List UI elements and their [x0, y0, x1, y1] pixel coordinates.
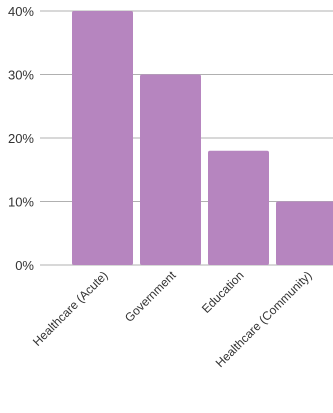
x-tick-label: Government	[122, 268, 179, 325]
y-tick-label: 40%	[8, 4, 34, 19]
y-tick-label: 30%	[8, 68, 34, 83]
y-tick-label: 0%	[15, 258, 34, 273]
x-tick-label: Healthcare (Acute)	[30, 268, 111, 349]
x-tick-label: Education	[199, 268, 247, 316]
y-tick-label: 10%	[8, 195, 34, 210]
y-tick-label: 20%	[8, 131, 34, 146]
x-axis-tick-labels: Healthcare (Acute) Government EducationHea…	[30, 268, 315, 370]
bars	[72, 11, 333, 265]
bar	[140, 74, 201, 265]
bar	[208, 150, 269, 265]
bar	[276, 201, 333, 265]
y-axis-tick-labels: 0% 10% 20% 30% 40%	[8, 4, 34, 273]
bar	[72, 11, 133, 265]
